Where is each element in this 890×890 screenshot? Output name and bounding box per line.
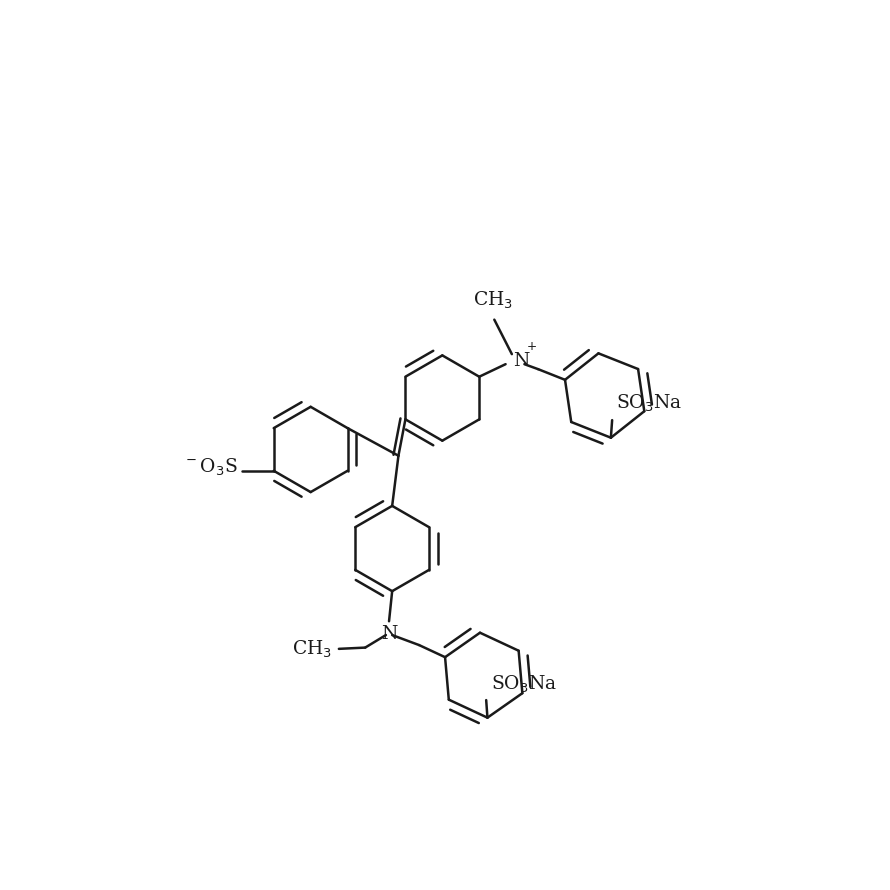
Text: $^-$O$_3$S: $^-$O$_3$S [182,457,238,478]
Text: SO$_3$Na: SO$_3$Na [616,392,682,414]
Text: CH$_3$: CH$_3$ [293,638,333,659]
Text: CH$_3$: CH$_3$ [473,289,514,311]
Text: N: N [514,352,530,370]
Text: $^+$: $^+$ [524,342,538,359]
Text: N: N [381,625,397,643]
Text: SO$_3$Na: SO$_3$Na [491,674,557,695]
